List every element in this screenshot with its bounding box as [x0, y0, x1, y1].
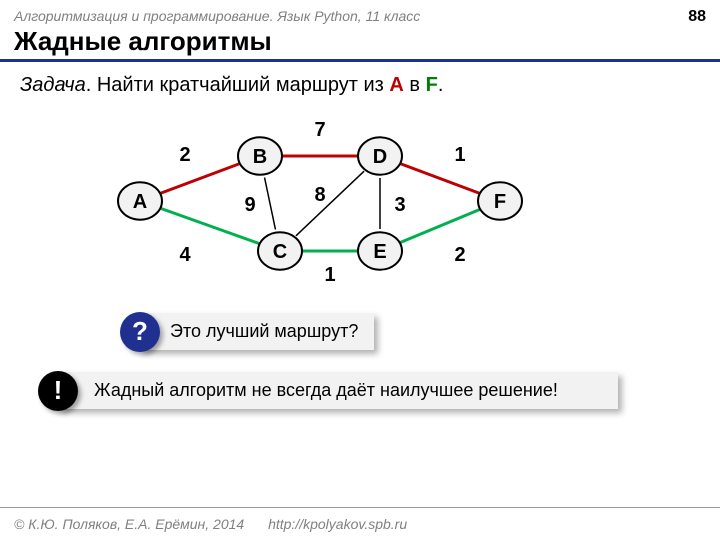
course-name: Алгоритмизация и программирование. Язык … [14, 8, 420, 24]
task-line: Задача. Найти кратчайший маршрут из A в … [0, 70, 720, 101]
edge-weight-C-D: 8 [314, 184, 325, 206]
edge-weight-D-F: 1 [454, 144, 465, 166]
edge-weight-D-E: 3 [394, 194, 405, 216]
edge-A-B [161, 164, 240, 194]
slide-footer: © К.Ю. Поляков, Е.А. Ерёмин, 2014 http:/… [0, 507, 720, 540]
question-callout: Это лучший маршрут? ? [140, 313, 374, 350]
edge-weight-A-C: 4 [179, 244, 191, 266]
task-to-node: F [426, 74, 438, 96]
edge-B-C [265, 178, 276, 230]
edge-weight-B-D: 7 [314, 119, 325, 141]
edge-weight-A-B: 2 [179, 144, 190, 166]
node-label-E: E [373, 241, 386, 263]
graph-diagram: 2 4 7 9 8 1 3 1 2 A B C D E F [0, 101, 720, 301]
task-from-node: A [389, 74, 403, 96]
graph-svg: 2 4 7 9 8 1 3 1 2 A B C D E F [0, 101, 720, 301]
node-label-B: B [253, 146, 267, 168]
warning-badge: ! [38, 371, 78, 411]
edge-weight-E-F: 2 [454, 244, 465, 266]
node-label-D: D [373, 146, 387, 168]
warning-box: Жадный алгоритм не всегда даёт наилучшее… [58, 372, 618, 409]
node-label-A: A [133, 191, 147, 213]
page-number: 88 [688, 8, 706, 26]
task-mid: в [404, 74, 426, 96]
edge-C-D [296, 171, 364, 236]
edge-weight-B-C: 9 [244, 194, 255, 216]
edge-E-F [400, 209, 479, 242]
warning-callout: Жадный алгоритм не всегда даёт наилучшее… [58, 372, 618, 409]
task-end: . [438, 74, 444, 96]
footer-url: http://kpolyakov.spb.ru [268, 516, 407, 532]
task-label: Задача [20, 74, 86, 96]
node-label-C: C [273, 241, 287, 263]
slide-header: 88 Алгоритмизация и программирование. Яз… [0, 0, 720, 26]
question-box: Это лучший маршрут? [140, 313, 374, 350]
question-badge: ? [120, 312, 160, 352]
task-text-1: . Найти кратчайший маршрут из [86, 74, 390, 96]
slide-title: Жадные алгоритмы [0, 26, 720, 62]
footer-copyright: © К.Ю. Поляков, Е.А. Ерёмин, 2014 [14, 516, 244, 532]
node-label-F: F [494, 191, 506, 213]
edge-D-F [401, 164, 480, 194]
edge-weight-C-E: 1 [324, 264, 335, 286]
